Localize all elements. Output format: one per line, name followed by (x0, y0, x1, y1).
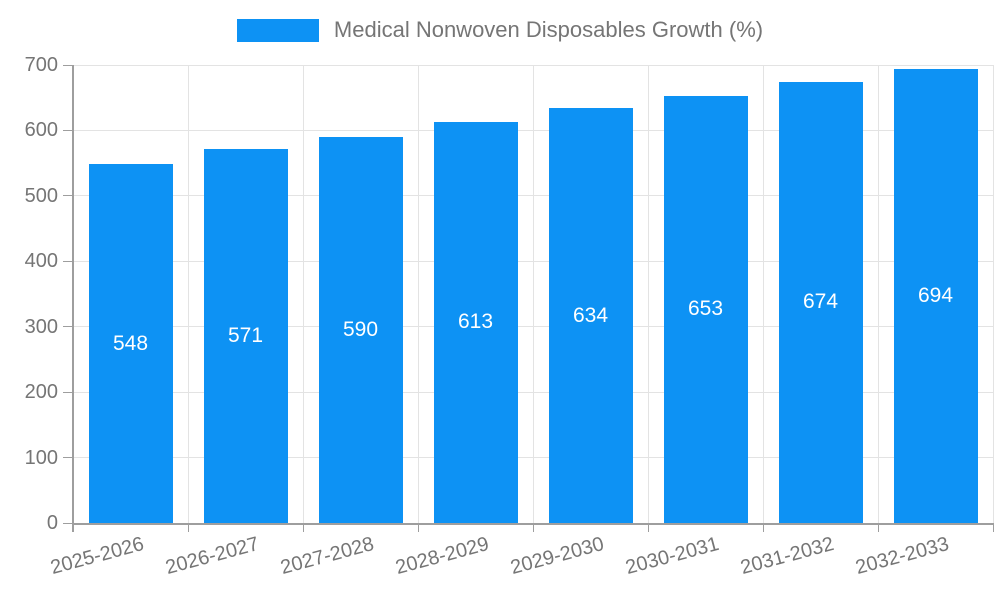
v-gridline (302, 65, 304, 523)
y-tick-label: 0 (46, 512, 58, 534)
x-tick (647, 523, 649, 532)
legend[interactable]: Medical Nonwoven Disposables Growth (%) (0, 17, 1000, 43)
x-tick-label: 2031-2032 (738, 533, 837, 580)
y-tick (63, 64, 73, 66)
y-tick-label: 600 (24, 119, 58, 142)
bar[interactable]: 548 (88, 164, 173, 523)
x-tick (187, 523, 189, 532)
x-tick (992, 523, 994, 532)
x-tick-label: 2028-2029 (393, 533, 492, 580)
y-tick (63, 391, 73, 393)
x-tick (417, 523, 419, 532)
bar-value-label: 548 (112, 331, 149, 355)
y-tick-label: 100 (24, 446, 58, 469)
x-tick-label: 2029-2030 (508, 533, 607, 580)
bar[interactable]: 571 (203, 149, 288, 523)
x-axis-line (73, 523, 993, 525)
bar[interactable]: 674 (778, 82, 863, 523)
x-tick-label: 2027-2028 (278, 533, 377, 580)
x-tick-label: 2026-2027 (163, 533, 262, 580)
v-gridline (877, 65, 879, 523)
v-gridline (532, 65, 534, 523)
bar[interactable]: 694 (893, 68, 978, 523)
y-tick (63, 129, 73, 131)
bar-value-label: 590 (342, 317, 379, 341)
bar-value-label: 613 (457, 310, 494, 334)
v-gridline (762, 65, 764, 523)
v-gridline (417, 65, 419, 523)
y-tick-label: 300 (24, 315, 58, 338)
legend-swatch-icon[interactable] (236, 18, 319, 42)
v-gridline (992, 65, 994, 523)
bar-value-label: 634 (572, 303, 609, 327)
y-tick (63, 326, 73, 328)
bar-value-label: 653 (687, 297, 724, 321)
v-gridline (647, 65, 649, 523)
y-tick (63, 195, 73, 197)
bar-value-label: 674 (802, 290, 839, 314)
legend-label: Medical Nonwoven Disposables Growth (%) (333, 17, 764, 42)
x-tick (302, 523, 304, 532)
bar-value-label: 694 (917, 283, 954, 307)
bar[interactable]: 634 (548, 108, 633, 523)
y-tick (63, 260, 73, 262)
x-tick (762, 523, 764, 532)
bar[interactable]: 653 (663, 95, 748, 523)
y-tick-label: 500 (24, 184, 58, 207)
y-tick-label: 700 (24, 54, 58, 76)
x-tick-label: 2032-2033 (853, 533, 952, 580)
y-tick-label: 200 (24, 381, 58, 404)
y-axis-line (72, 65, 74, 532)
bar[interactable]: 590 (318, 136, 403, 523)
y-tick (63, 457, 73, 459)
v-gridline (187, 65, 189, 523)
bar-value-label: 571 (227, 324, 264, 348)
y-tick (63, 522, 73, 524)
y-tick-label: 400 (24, 250, 58, 273)
x-tick-label: 2030-2031 (623, 533, 722, 580)
x-tick-label: 2025-2026 (48, 533, 147, 580)
x-tick (532, 523, 534, 532)
x-tick (877, 523, 879, 532)
bar[interactable]: 613 (433, 121, 518, 523)
